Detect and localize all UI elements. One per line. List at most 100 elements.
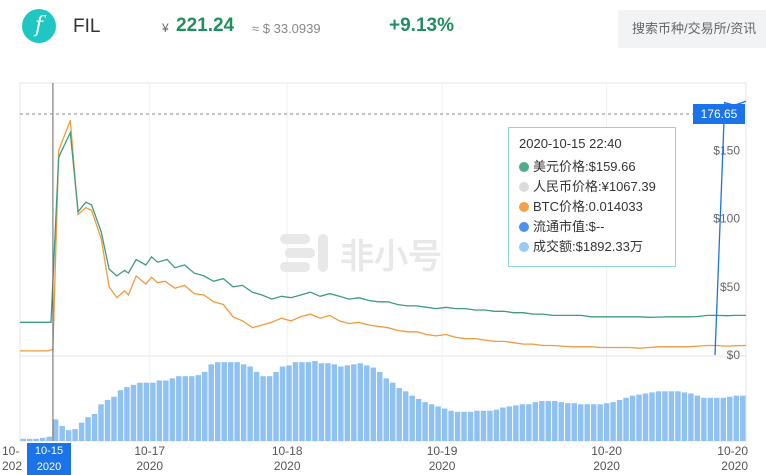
volume-bar <box>318 363 325 441</box>
volume-bar <box>402 391 409 441</box>
tooltip-row-volume: 成交额:$1892.33万 <box>519 237 675 257</box>
volume-bar <box>707 397 714 441</box>
volume-bar <box>234 362 240 441</box>
volume-bar <box>273 371 279 441</box>
volume-bar <box>616 399 623 441</box>
cny-price: 221.24 <box>176 15 235 36</box>
volume-bar <box>396 388 402 441</box>
crosshair-date-line1: 10-15 <box>34 445 64 457</box>
volume-bar <box>545 401 552 441</box>
volume-bar <box>422 402 428 441</box>
filecoin-logo-icon: f <box>22 9 56 43</box>
watermark-text: 非小号 <box>340 237 442 277</box>
volume-bar <box>364 365 370 441</box>
crosshair-price-label: 176.65 <box>693 104 745 124</box>
volume-bar <box>428 404 435 441</box>
volume-bar <box>143 382 150 441</box>
watermark: 非小号 <box>280 234 442 277</box>
volume-bar <box>435 406 441 441</box>
volume-bar <box>389 382 396 441</box>
volume-bar <box>39 437 46 441</box>
volume-bar <box>156 380 163 441</box>
x-tick-label: 10- <box>2 444 19 458</box>
search-input[interactable] <box>618 10 766 48</box>
x-tick-label: 10-20 <box>591 444 622 458</box>
usd-dot-icon <box>519 162 529 172</box>
crosshair-date-label: 10-15 2020 <box>27 443 71 475</box>
volume-bar <box>558 402 564 441</box>
volume-bar <box>662 391 668 441</box>
volume-bar <box>312 361 318 441</box>
volume-bar <box>532 402 539 441</box>
x-axis: 10-20210-17202010-18202010-19202010-2020… <box>2 444 748 473</box>
volume-bar <box>247 366 253 441</box>
volume-bar <box>169 378 176 441</box>
volume-bar <box>344 365 351 441</box>
volume-bar <box>292 362 299 441</box>
volume-bar <box>377 371 383 441</box>
volume-bar <box>260 376 266 441</box>
volume-bar <box>603 403 610 441</box>
y-tick-label: $150 <box>713 143 740 157</box>
volume-bar <box>733 395 740 441</box>
tooltip-row-usd: 美元价格:$159.66 <box>519 157 675 177</box>
volume-bar <box>208 364 214 441</box>
volume-bar <box>493 409 500 441</box>
x-tick-year: 202 <box>2 459 22 473</box>
usd-price-line <box>20 130 746 323</box>
price-change-percent: +9.13% <box>389 15 454 36</box>
volume-bar <box>441 408 448 441</box>
chart-border <box>19 82 747 442</box>
volume-bar <box>331 364 338 441</box>
volume-bar <box>214 362 221 441</box>
volume-bar <box>694 395 701 441</box>
volume-bar <box>539 401 545 441</box>
tooltip-row-btc: BTC价格:0.014033 <box>519 197 675 217</box>
price-lines <box>20 100 747 356</box>
volume-bar <box>46 436 52 441</box>
volume-bar <box>649 392 655 441</box>
btc-dot-icon <box>519 202 529 212</box>
volume-bar <box>137 382 143 441</box>
volume-bar <box>513 405 519 441</box>
volume-bar <box>286 365 292 441</box>
volume-bar <box>409 395 415 441</box>
volume-dot-icon <box>519 242 529 252</box>
volume-bar <box>117 390 124 441</box>
volume-bar <box>487 410 493 441</box>
tooltip-datetime: 2020-10-15 22:40 <box>519 136 622 151</box>
volume-bar <box>519 404 526 441</box>
volume-bar <box>104 399 111 441</box>
volume-bar <box>714 397 720 441</box>
marketcap-dot-icon <box>519 222 529 232</box>
volume-bar <box>590 404 597 441</box>
x-tick-year: 2020 <box>274 459 301 473</box>
volume-bar <box>52 419 59 441</box>
volume-bar <box>299 362 305 441</box>
volume-bar <box>150 382 156 441</box>
volume-bar <box>454 411 461 441</box>
usd-approx-price: ≈ $ 33.0939 <box>252 21 321 36</box>
volume-bar <box>383 378 389 441</box>
volume-bar <box>740 395 746 441</box>
volume-bar <box>571 403 577 441</box>
btc-price-line <box>20 120 747 352</box>
volume-bar <box>182 376 189 441</box>
volume-bar <box>681 392 688 441</box>
volume-bar <box>338 366 344 441</box>
volume-bar <box>26 438 33 441</box>
volume-bar <box>577 404 584 441</box>
volume-bar <box>474 410 480 441</box>
x-tick-label: 10-17 <box>134 444 165 458</box>
volume-bar <box>85 417 91 441</box>
volume-bar <box>415 398 422 441</box>
volume-bar <box>72 429 78 441</box>
x-tick-label: 10-19 <box>427 444 458 458</box>
coin-symbol: FIL <box>73 16 101 37</box>
tooltip-usd-price: 美元价格:$159.66 <box>533 159 636 174</box>
volume-bar <box>124 387 130 441</box>
volume-bar <box>610 402 616 441</box>
volume-bar <box>727 396 733 441</box>
volume-bar <box>351 364 357 441</box>
